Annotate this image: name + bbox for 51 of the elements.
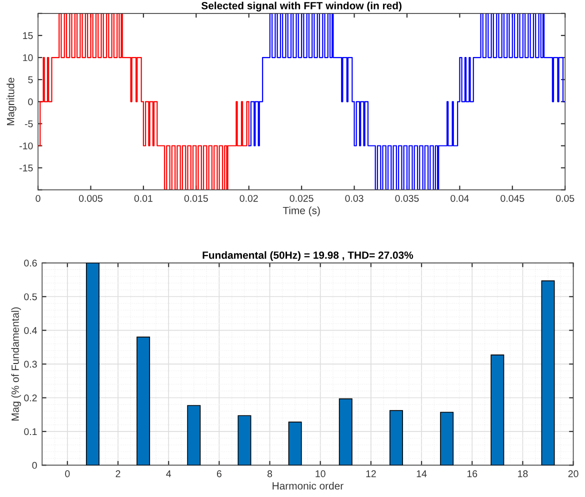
y-axis-title: Mag (% of Fundamental) [11, 307, 21, 421]
x-tick-label: 14 [416, 470, 427, 478]
x-tick-label: 16 [467, 470, 478, 478]
y-tick-label: -10 [20, 142, 33, 150]
chart-title: Selected signal with FFT window (in red) [201, 2, 402, 12]
x-tick-label: 0.015 [184, 194, 208, 202]
y-tick-label: 0 [28, 98, 33, 106]
y-tick-label: 0.2 [24, 394, 37, 402]
y-tick-label: 0.1 [24, 428, 37, 436]
x-tick-label: 2 [116, 470, 120, 478]
x-tick-label: 0.05 [556, 194, 574, 202]
y-tick-label: -15 [20, 164, 33, 172]
y-tick-label: -5 [24, 120, 33, 128]
x-tick-label: 0.005 [78, 194, 102, 202]
x-tick-label: 0.04 [450, 194, 469, 202]
x-tick-label: 12 [366, 470, 376, 478]
x-tick-label: 20 [568, 470, 578, 478]
x-tick-label: 0.03 [345, 194, 364, 202]
y-tick-label: 0.6 [24, 260, 37, 267]
y-tick-label: 5 [28, 76, 33, 84]
x-axis-title: Time (s) [282, 206, 320, 216]
y-tick-label: 0.3 [24, 360, 37, 368]
x-tick-label: 10 [316, 470, 326, 478]
x-tick-label: 0.01 [134, 194, 152, 202]
y-tick-label: 0 [32, 462, 37, 469]
x-tick-label: 18 [518, 470, 528, 478]
y-tick-label: 10 [23, 54, 33, 62]
bar [440, 412, 454, 466]
x-axis-title: Harmonic order [272, 482, 344, 490]
bar [389, 410, 403, 466]
x-tick-label: 0.045 [500, 194, 524, 202]
bar [187, 405, 201, 466]
bar [238, 415, 252, 466]
x-tick-label: 0 [65, 470, 70, 478]
y-tick-label: 15 [23, 32, 33, 40]
bar [86, 262, 100, 466]
x-tick-label: 6 [216, 470, 222, 478]
y-tick-label: 0.5 [24, 293, 37, 300]
x-tick-label: 0.035 [395, 194, 419, 202]
y-tick-label: 0.4 [24, 327, 37, 334]
x-tick-label: 8 [267, 470, 272, 478]
bar [338, 398, 352, 466]
y-axis-title: Magnitude [6, 78, 16, 126]
x-tick-label: 0.02 [240, 194, 258, 202]
x-tick-label: 4 [166, 470, 172, 478]
bar [541, 280, 555, 466]
bar [490, 354, 504, 466]
bar [136, 336, 150, 466]
chart-title: Fundamental (50Hz) = 19.98 , THD= 27.03% [202, 251, 414, 261]
bar [288, 422, 302, 466]
x-tick-label: 0.025 [290, 194, 314, 202]
